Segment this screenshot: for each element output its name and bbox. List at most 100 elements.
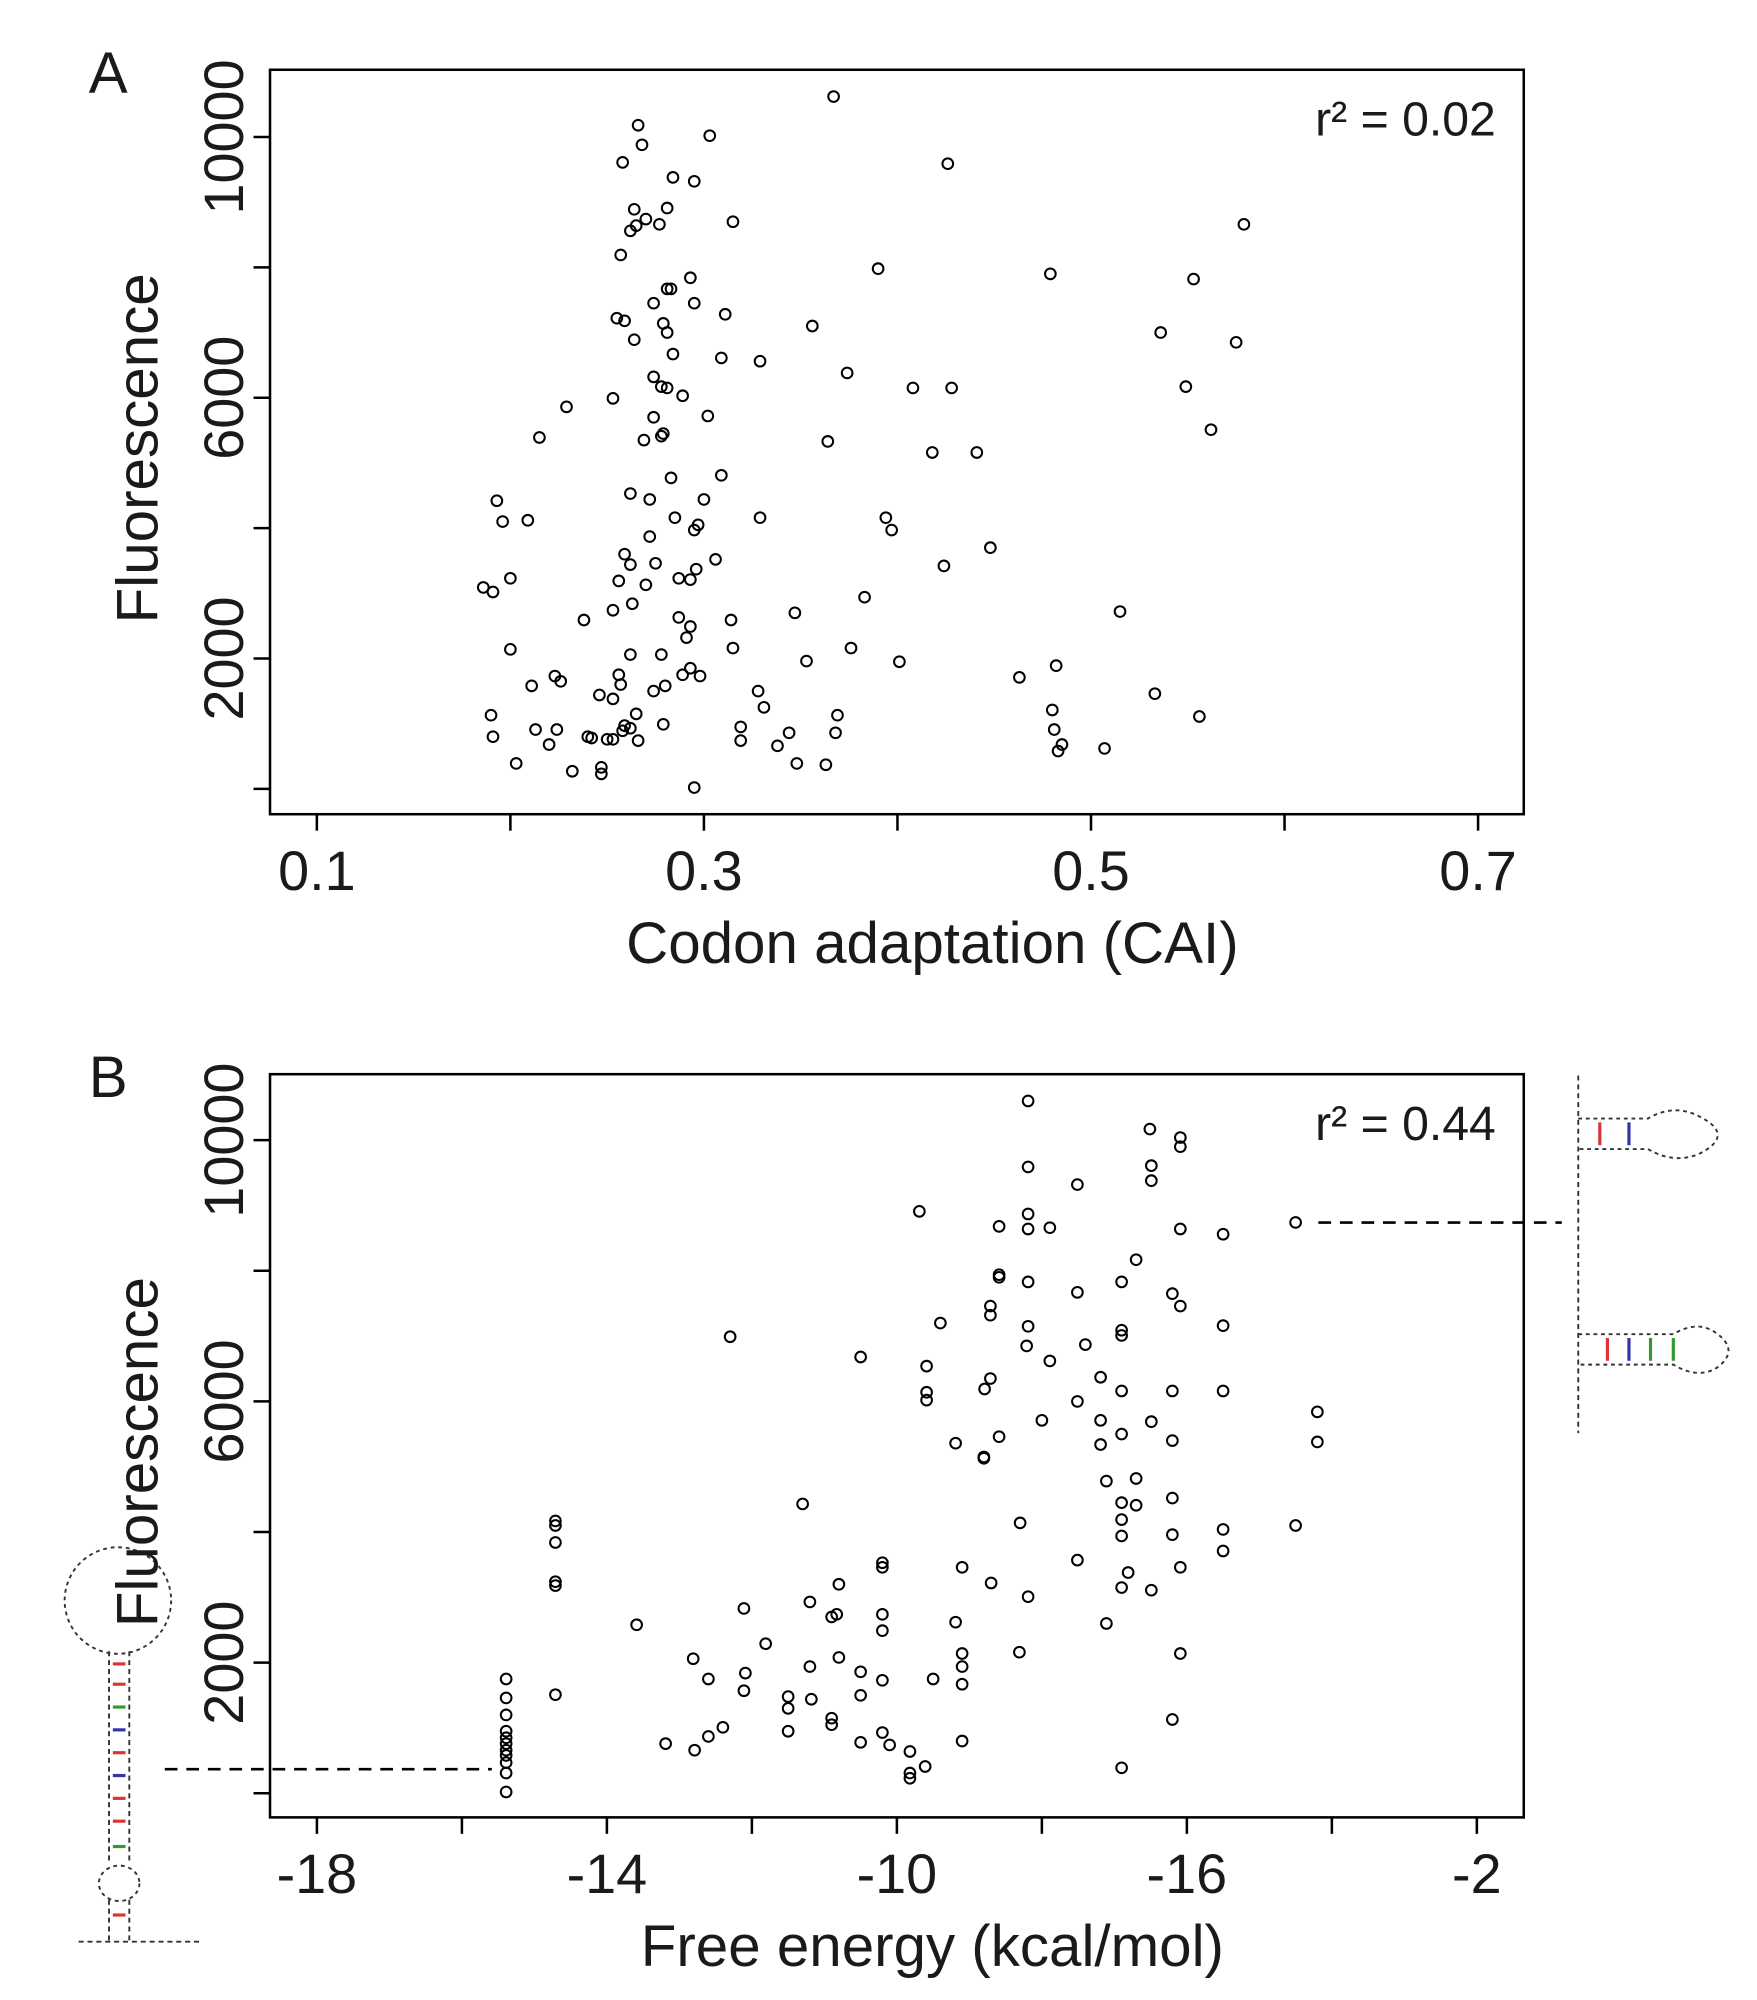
- point: [854, 1688, 867, 1702]
- point: [1311, 1405, 1324, 1419]
- point: [854, 1350, 867, 1364]
- point: [920, 1393, 933, 1407]
- point: [689, 562, 703, 576]
- x-axis-label: Codon adaptation (CAI): [626, 911, 1239, 976]
- x-axis-label: Free energy (kcal/mol): [641, 1914, 1224, 1979]
- plot-frame: [268, 68, 1526, 816]
- point: [1071, 1553, 1084, 1567]
- point: [796, 1497, 809, 1511]
- point: [903, 1766, 917, 1780]
- point: [1173, 1560, 1187, 1574]
- point: [757, 701, 771, 714]
- point: [703, 129, 717, 142]
- point: [618, 547, 631, 561]
- point: [984, 1372, 997, 1385]
- point: [618, 314, 631, 328]
- y-axis-label: Fluorescence: [105, 273, 170, 623]
- point: [549, 1688, 562, 1701]
- point: [1115, 1529, 1128, 1543]
- point: [1115, 1329, 1128, 1342]
- point: [549, 1579, 562, 1592]
- point: [913, 1205, 926, 1218]
- point: [687, 174, 701, 188]
- point: [499, 1737, 513, 1750]
- point: [624, 558, 637, 571]
- annotation: r² = 0.02: [1315, 93, 1496, 147]
- point: [614, 248, 628, 262]
- point: [1193, 710, 1206, 723]
- point: [635, 138, 649, 152]
- point: [734, 734, 748, 747]
- point: [627, 333, 641, 347]
- point: [831, 708, 844, 722]
- y-tick-label: 2000: [193, 596, 255, 720]
- point: [1166, 1384, 1179, 1398]
- point: [660, 282, 674, 296]
- point: [639, 578, 653, 592]
- point: [697, 493, 711, 506]
- point: [672, 571, 686, 585]
- point: [486, 730, 500, 744]
- point: [759, 1637, 773, 1651]
- point: [1154, 326, 1168, 339]
- point: [687, 296, 701, 310]
- point: [637, 433, 651, 447]
- point: [1216, 1384, 1230, 1398]
- point: [827, 90, 840, 103]
- point: [1021, 1222, 1035, 1236]
- point: [549, 1575, 562, 1589]
- point: [680, 631, 693, 644]
- point: [1013, 671, 1026, 684]
- point: [606, 692, 620, 706]
- point: [753, 511, 767, 525]
- point: [499, 1743, 513, 1757]
- point: [499, 1724, 513, 1738]
- point: [920, 1385, 933, 1399]
- x-tick-label: -16: [1147, 1843, 1228, 1905]
- point: [612, 574, 626, 588]
- point: [751, 684, 765, 698]
- y-tick-label: 10000: [193, 1063, 255, 1218]
- point: [659, 1737, 672, 1750]
- point: [660, 381, 674, 395]
- point: [984, 541, 997, 554]
- point: [949, 1615, 962, 1629]
- point: [893, 655, 906, 669]
- point: [790, 757, 804, 770]
- point: [549, 1519, 562, 1532]
- point: [984, 1299, 997, 1313]
- point: [1115, 1384, 1128, 1398]
- point: [643, 493, 657, 506]
- point: [920, 1359, 933, 1373]
- point: [992, 1220, 1006, 1233]
- point: [504, 643, 517, 656]
- point: [876, 1624, 889, 1637]
- point: [1051, 744, 1065, 758]
- point: [941, 157, 955, 171]
- point: [600, 732, 614, 746]
- y-tick-label: 6000: [193, 1339, 255, 1463]
- point: [499, 1749, 513, 1762]
- point: [885, 523, 898, 537]
- point: [955, 1660, 969, 1673]
- point: [715, 468, 728, 482]
- point: [821, 435, 835, 448]
- point: [879, 511, 893, 525]
- point: [1173, 1299, 1187, 1313]
- point: [1047, 723, 1061, 736]
- point: [666, 171, 680, 184]
- point: [1071, 1285, 1084, 1299]
- point: [1094, 1438, 1107, 1451]
- point: [978, 1382, 991, 1396]
- point: [726, 215, 740, 229]
- point: [734, 720, 748, 734]
- x-tick-label: -14: [567, 1843, 648, 1905]
- bulge: [97, 1864, 141, 1903]
- point: [624, 721, 637, 735]
- point: [825, 1718, 838, 1732]
- point: [664, 282, 678, 296]
- point: [1121, 1566, 1135, 1579]
- point: [1043, 1221, 1057, 1235]
- point: [1021, 1094, 1035, 1108]
